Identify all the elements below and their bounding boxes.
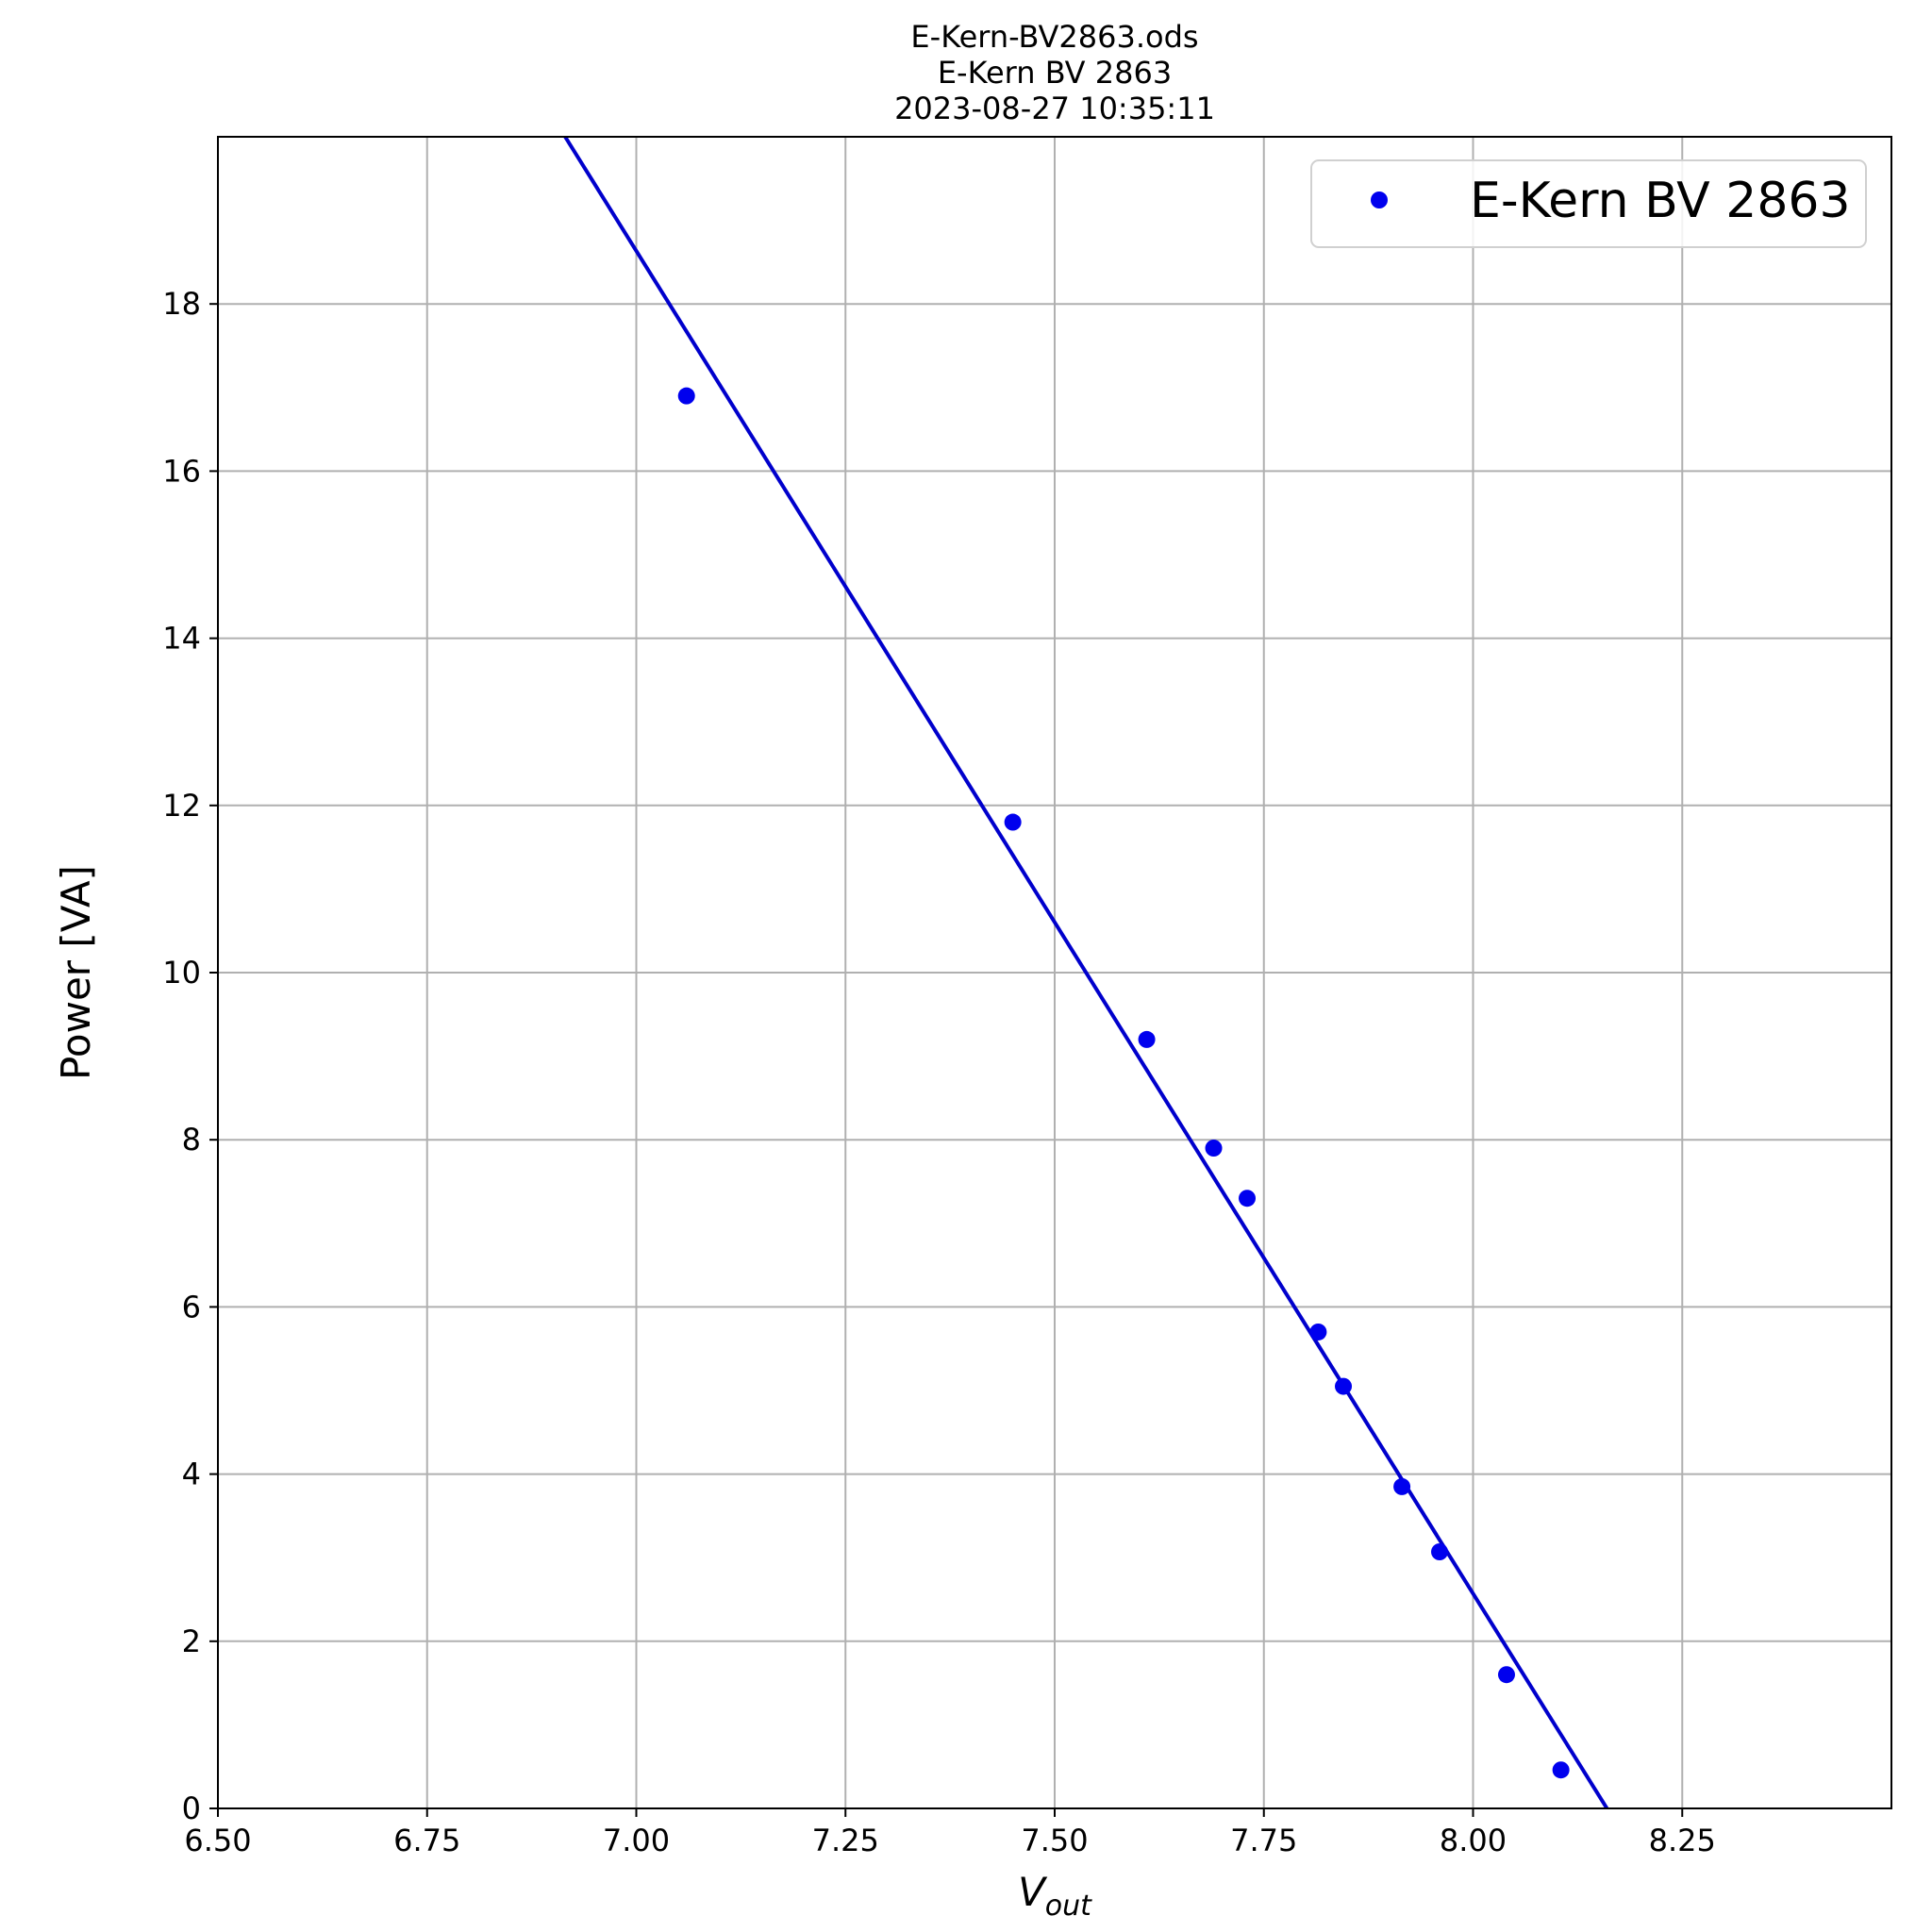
y-tick-label: 16: [162, 453, 201, 489]
data-point: [1239, 1190, 1257, 1208]
y-tick-label: 12: [162, 788, 201, 824]
chart-title-line-2: E-Kern BV 2863: [938, 55, 1172, 91]
y-tick-label: 4: [182, 1457, 201, 1492]
fit-line: [563, 135, 1609, 1810]
data-point: [1497, 1666, 1515, 1684]
data-point: [1393, 1477, 1411, 1495]
x-tick-label: 7.50: [1021, 1823, 1088, 1858]
chart-title-line-1: E-Kern-BV2863.ods: [910, 19, 1198, 55]
y-tick-label: 14: [162, 621, 201, 657]
x-axis-label-main: V: [1018, 1869, 1048, 1915]
y-axis-label: Power [VA]: [53, 865, 99, 1080]
data-point: [1335, 1377, 1353, 1395]
x-tick-label: 8.00: [1440, 1823, 1507, 1858]
data-point: [1205, 1140, 1223, 1158]
x-axis-label-sub: out: [1045, 1890, 1092, 1923]
y-tick-label: 10: [162, 955, 201, 991]
chart-title-line-3: 2023-08-27 10:35:11: [894, 91, 1215, 126]
legend-box: [1310, 159, 1867, 248]
data-point: [677, 387, 695, 405]
x-axis-ticks: 6.50 6.75 7.00 7.25 7.50 7.75 8.00 8.25: [184, 1808, 1716, 1858]
data-point: [1309, 1323, 1327, 1341]
data-point: [1138, 1030, 1156, 1048]
legend-entry-label: E-Kern BV 2863: [1470, 173, 1851, 229]
x-tick-label: 7.25: [812, 1823, 879, 1858]
data-points: [677, 387, 1570, 1779]
y-tick-label: 2: [182, 1624, 201, 1659]
x-tick-label: 7.75: [1230, 1823, 1297, 1858]
x-tick-label: 6.50: [184, 1823, 251, 1858]
plot-frame: [217, 136, 1892, 1809]
y-tick-label: 0: [182, 1790, 201, 1826]
legend-marker: [1371, 192, 1388, 208]
data-point: [1431, 1542, 1449, 1560]
x-tick-label: 7.00: [603, 1823, 670, 1858]
x-axis-label: Vout: [1018, 1869, 1092, 1923]
x-tick-label: 8.25: [1649, 1823, 1716, 1858]
data-point: [1552, 1761, 1570, 1779]
x-tick-label: 6.75: [393, 1823, 460, 1858]
y-axis-ticks: 0 2 4 6 8 10 12 14 16 18: [162, 286, 218, 1826]
legend: E-Kern BV 2863: [1310, 159, 1867, 248]
data-point: [1004, 813, 1022, 831]
fit-line-group: [563, 135, 1609, 1810]
y-tick-label: 6: [182, 1289, 201, 1324]
y-tick-label: 18: [162, 286, 201, 322]
y-tick-label: 8: [182, 1122, 201, 1158]
